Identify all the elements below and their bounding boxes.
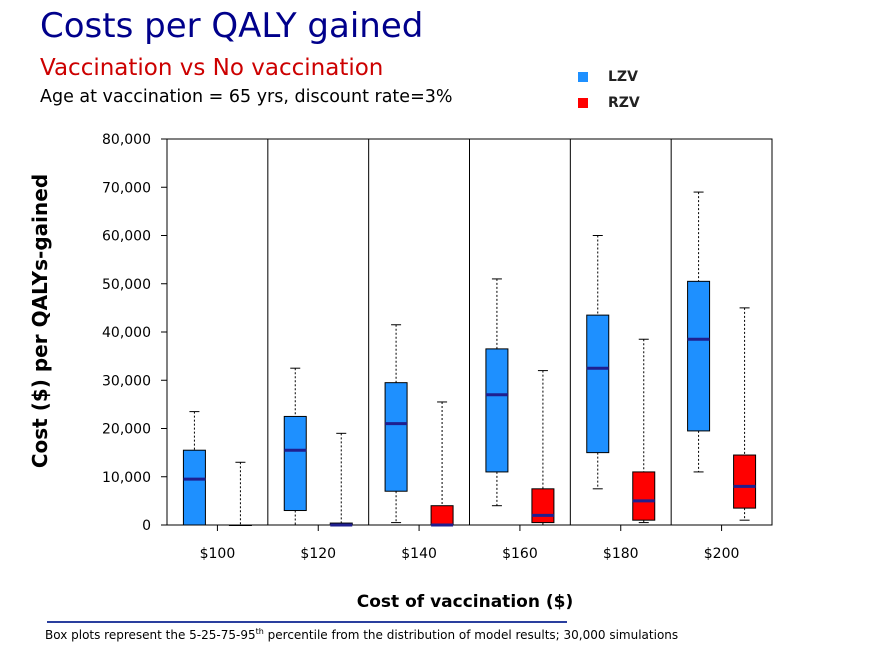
x-tick-label: $180 xyxy=(603,546,639,562)
x-tick-label: $140 xyxy=(401,546,437,562)
rzv-box xyxy=(531,488,555,524)
x-tick-label: $200 xyxy=(704,546,740,562)
lzv-box xyxy=(485,348,509,473)
x-tick-label: $100 xyxy=(200,546,236,562)
legend-item-rzv: RZV xyxy=(578,90,640,116)
footnote-divider xyxy=(47,621,567,623)
y-tick-label: 10,000 xyxy=(102,470,151,486)
y-tick-label: 60,000 xyxy=(102,229,151,245)
y-tick-label: 80,000 xyxy=(102,132,151,148)
chart-subtitle: Vaccination vs No vaccination xyxy=(40,55,384,81)
lzv-box xyxy=(283,415,307,512)
y-tick-label: 20,000 xyxy=(102,422,151,438)
y-tick-label: 70,000 xyxy=(102,180,151,196)
x-tick-label: $120 xyxy=(300,546,336,562)
chart-title: Costs per QALY gained xyxy=(40,6,424,46)
y-tick-label: 40,000 xyxy=(102,325,151,341)
rzv-box xyxy=(228,524,252,526)
lzv-box xyxy=(586,314,610,454)
x-axis-label: Cost of vaccination ($) xyxy=(356,592,574,612)
rzv-box xyxy=(430,505,454,526)
rzv-box xyxy=(733,454,757,509)
x-tick-label: $160 xyxy=(502,546,538,562)
lzv-box xyxy=(687,280,711,432)
legend-label-lzv: LZV xyxy=(608,69,638,85)
rzv-box xyxy=(632,471,656,521)
footnote: Box plots represent the 5-25-75-95th per… xyxy=(45,627,679,642)
legend-swatch-rzv xyxy=(578,98,588,108)
lzv-box xyxy=(182,449,206,526)
legend-item-lzv: LZV xyxy=(578,64,640,90)
legend: LZV RZV xyxy=(578,64,640,116)
legend-label-rzv: RZV xyxy=(608,95,640,111)
legend-swatch-lzv xyxy=(578,72,588,82)
chart-parameters: Age at vaccination = 65 yrs, discount ra… xyxy=(40,87,453,107)
y-tick-label: 30,000 xyxy=(102,373,151,389)
lzv-box xyxy=(384,382,408,492)
y-tick-label: 50,000 xyxy=(102,277,151,293)
y-tick-label: 0 xyxy=(142,518,151,534)
